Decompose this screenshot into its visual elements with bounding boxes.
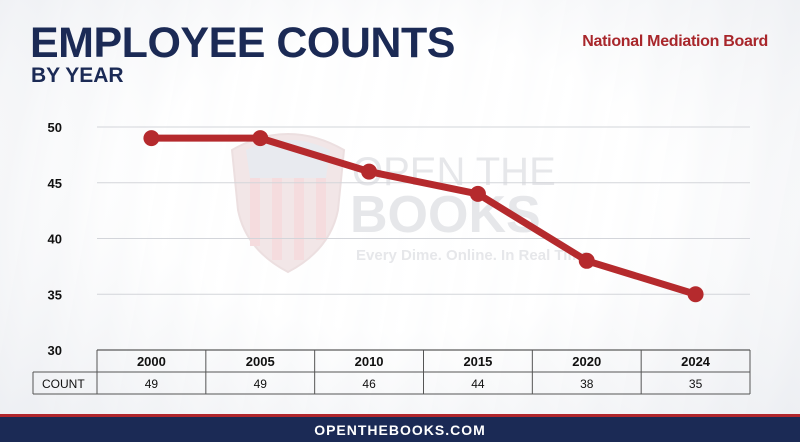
series-polyline [147, 134, 700, 298]
table-value-cell: 49 [254, 377, 268, 391]
table-value-cell: 46 [362, 377, 376, 391]
x-category-label: 2020 [572, 354, 601, 369]
table-value-cell: 44 [471, 377, 485, 391]
y-tick-label: 45 [48, 176, 62, 191]
footer-bar: OPENTHEBOOKS.COM [0, 414, 800, 442]
page-title: EMPLOYEE COUNTS [30, 19, 455, 67]
table-value-cell: 38 [580, 377, 594, 391]
line-chart: OPEN THE BOOKS Every Dime. Online. In Re… [32, 120, 751, 395]
data-point [252, 130, 269, 147]
y-tick-label: 30 [48, 343, 62, 358]
shield-flag-icon [230, 133, 346, 274]
table-row-label: COUNT [42, 377, 85, 391]
x-category-label: 2000 [137, 354, 166, 369]
y-axis: 50 45 40 35 30 [48, 120, 62, 358]
data-point [687, 286, 704, 303]
x-category-label: 2015 [463, 354, 492, 369]
x-category-label: 2010 [355, 354, 384, 369]
page-subtitle: BY YEAR [31, 64, 124, 87]
watermark-tagline: Every Dime. Online. In Real Time. [356, 247, 593, 264]
data-point [143, 130, 160, 147]
data-point [361, 163, 378, 180]
x-category-label: 2005 [246, 354, 275, 369]
y-tick-label: 40 [48, 232, 62, 247]
table-value-cell: 35 [689, 377, 703, 391]
background [0, 0, 800, 414]
data-point [578, 252, 595, 269]
series-line [143, 130, 704, 303]
data-table: COUNT 2000 49 2005 49 2010 46 2015 44 2020 38 2024 3… [32, 349, 751, 395]
watermark: OPEN THE BOOKS Every Dime. Online. In Re… [230, 133, 593, 274]
agency-name: National Mediation Board [582, 33, 768, 50]
y-tick-label: 50 [48, 120, 62, 135]
table-value-cell: 49 [145, 377, 159, 391]
footer-link[interactable]: OPENTHEBOOKS.COM [314, 421, 486, 438]
x-category-label: 2024 [681, 354, 711, 369]
y-tick-label: 35 [48, 287, 62, 302]
data-point [469, 185, 486, 202]
